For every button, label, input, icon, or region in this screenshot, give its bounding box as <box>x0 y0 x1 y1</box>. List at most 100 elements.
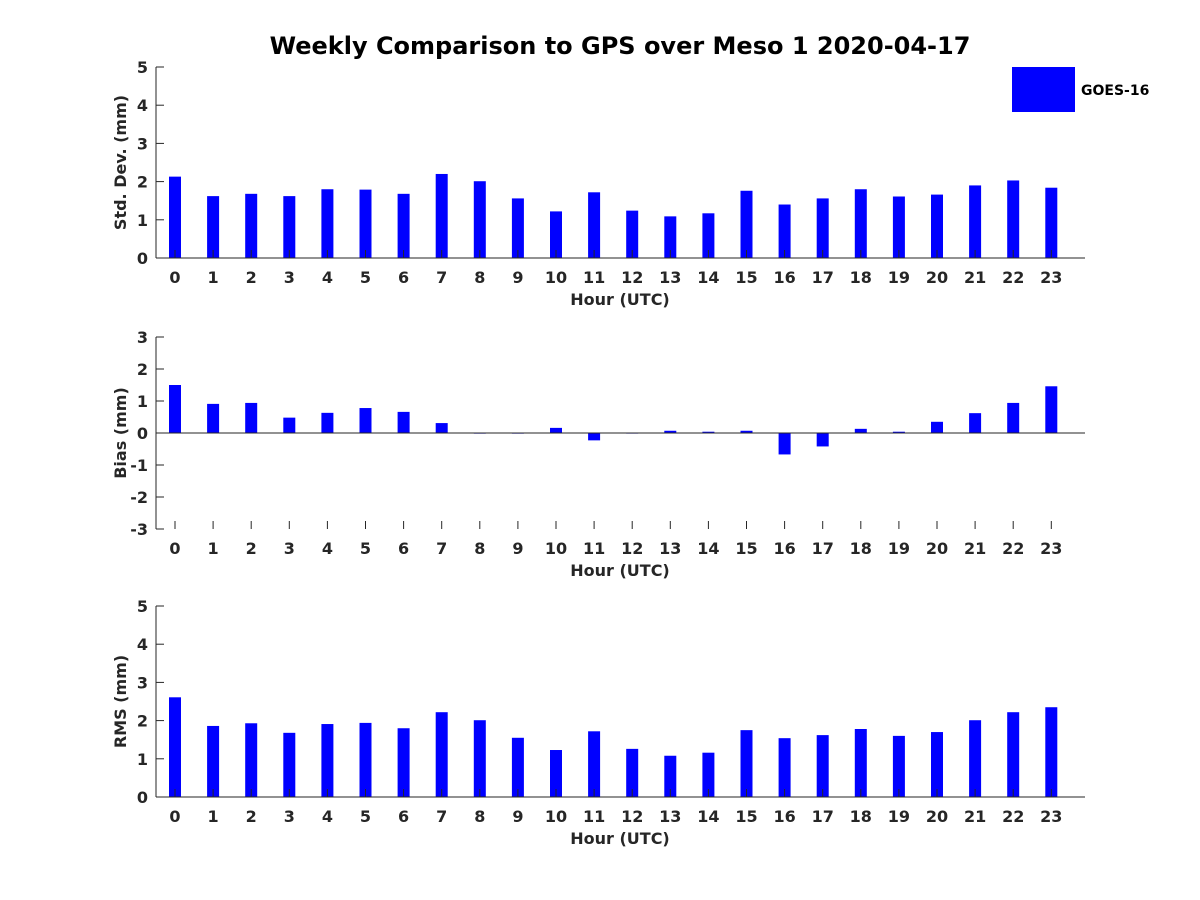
bar <box>359 189 372 258</box>
bar <box>816 735 829 797</box>
y-tick-label: 1 <box>137 392 148 411</box>
bar <box>588 731 601 797</box>
bar <box>816 198 829 258</box>
bar <box>207 403 220 433</box>
x-tick-label: 14 <box>697 268 719 287</box>
x-tick-label: 5 <box>360 807 371 826</box>
x-axis-label: Hour (UTC) <box>570 290 670 309</box>
bar <box>702 752 715 797</box>
y-axis-label: RMS (mm) <box>111 655 130 748</box>
bar <box>626 748 639 797</box>
y-axis-label: Std. Dev. (mm) <box>111 95 130 230</box>
bar <box>245 723 258 797</box>
x-tick-label: 1 <box>208 539 219 558</box>
bar <box>1045 386 1058 433</box>
bar <box>702 431 715 433</box>
x-tick-label: 14 <box>697 539 719 558</box>
x-tick-label: 18 <box>850 268 872 287</box>
y-tick-label: 2 <box>137 360 148 379</box>
y-tick-label: 4 <box>137 635 148 654</box>
bar <box>283 196 296 258</box>
bar <box>778 433 791 455</box>
x-tick-label: 19 <box>888 807 910 826</box>
y-tick-label: 0 <box>137 424 148 443</box>
x-tick-label: 5 <box>360 539 371 558</box>
x-tick-label: 7 <box>436 539 447 558</box>
bar <box>702 213 715 258</box>
bar <box>969 185 982 258</box>
x-tick-label: 7 <box>436 268 447 287</box>
y-tick-label: 1 <box>137 750 148 769</box>
bar <box>892 196 905 258</box>
bar <box>588 433 601 441</box>
bar <box>969 413 982 433</box>
x-tick-label: 2 <box>246 539 257 558</box>
x-axis-label: Hour (UTC) <box>570 561 670 580</box>
x-tick-label: 17 <box>812 807 834 826</box>
bar <box>207 725 220 797</box>
x-tick-label: 15 <box>735 539 757 558</box>
bar <box>1007 712 1020 797</box>
y-tick-label: 5 <box>137 597 148 616</box>
y-tick-label: 1 <box>137 211 148 230</box>
x-tick-label: 17 <box>812 268 834 287</box>
y-tick-label: 3 <box>137 328 148 347</box>
x-tick-label: 12 <box>621 539 643 558</box>
x-tick-label: 4 <box>322 268 333 287</box>
x-tick-label: 4 <box>322 539 333 558</box>
y-tick-label: -1 <box>130 456 148 475</box>
bar <box>664 430 677 433</box>
bar <box>588 192 601 258</box>
y-axis-label: Bias (mm) <box>111 387 130 479</box>
bar <box>1045 187 1058 258</box>
x-tick-label: 5 <box>360 268 371 287</box>
bar <box>473 720 486 797</box>
bar <box>740 430 753 433</box>
chart-title: Weekly Comparison to GPS over Meso 1 202… <box>270 32 971 60</box>
y-tick-label: 4 <box>137 96 148 115</box>
bar <box>169 697 181 797</box>
x-tick-label: 4 <box>322 807 333 826</box>
y-tick-label: 3 <box>137 673 148 692</box>
x-tick-label: 13 <box>659 539 681 558</box>
bar <box>473 181 486 258</box>
bar <box>321 189 334 258</box>
x-tick-label: 0 <box>169 539 180 558</box>
bar <box>1007 402 1020 433</box>
bar <box>854 729 867 797</box>
bar <box>511 737 524 797</box>
x-tick-label: 3 <box>284 807 295 826</box>
x-tick-label: 20 <box>926 807 948 826</box>
bar <box>435 712 448 797</box>
bar <box>931 194 943 258</box>
y-tick-label: 5 <box>137 58 148 77</box>
x-tick-label: 1 <box>208 807 219 826</box>
bar <box>626 210 639 258</box>
legend-swatch <box>1012 67 1075 112</box>
x-tick-label: 2 <box>246 268 257 287</box>
x-tick-label: 23 <box>1040 268 1062 287</box>
x-tick-label: 16 <box>773 268 795 287</box>
bar <box>854 189 867 258</box>
x-tick-label: 10 <box>545 268 567 287</box>
bar <box>245 402 258 433</box>
y-tick-label: 0 <box>137 788 148 807</box>
x-tick-label: 15 <box>735 268 757 287</box>
bar <box>740 190 753 258</box>
x-tick-label: 20 <box>926 268 948 287</box>
bar <box>892 735 905 797</box>
x-tick-label: 12 <box>621 807 643 826</box>
x-tick-label: 21 <box>964 807 986 826</box>
x-tick-label: 9 <box>512 268 523 287</box>
y-tick-label: 2 <box>137 173 148 192</box>
x-tick-label: 6 <box>398 807 409 826</box>
bar <box>169 385 181 433</box>
x-tick-label: 10 <box>545 539 567 558</box>
legend-label: GOES-16 <box>1081 83 1149 99</box>
bar <box>435 423 448 433</box>
x-tick-label: 17 <box>812 539 834 558</box>
x-tick-label: 18 <box>850 539 872 558</box>
